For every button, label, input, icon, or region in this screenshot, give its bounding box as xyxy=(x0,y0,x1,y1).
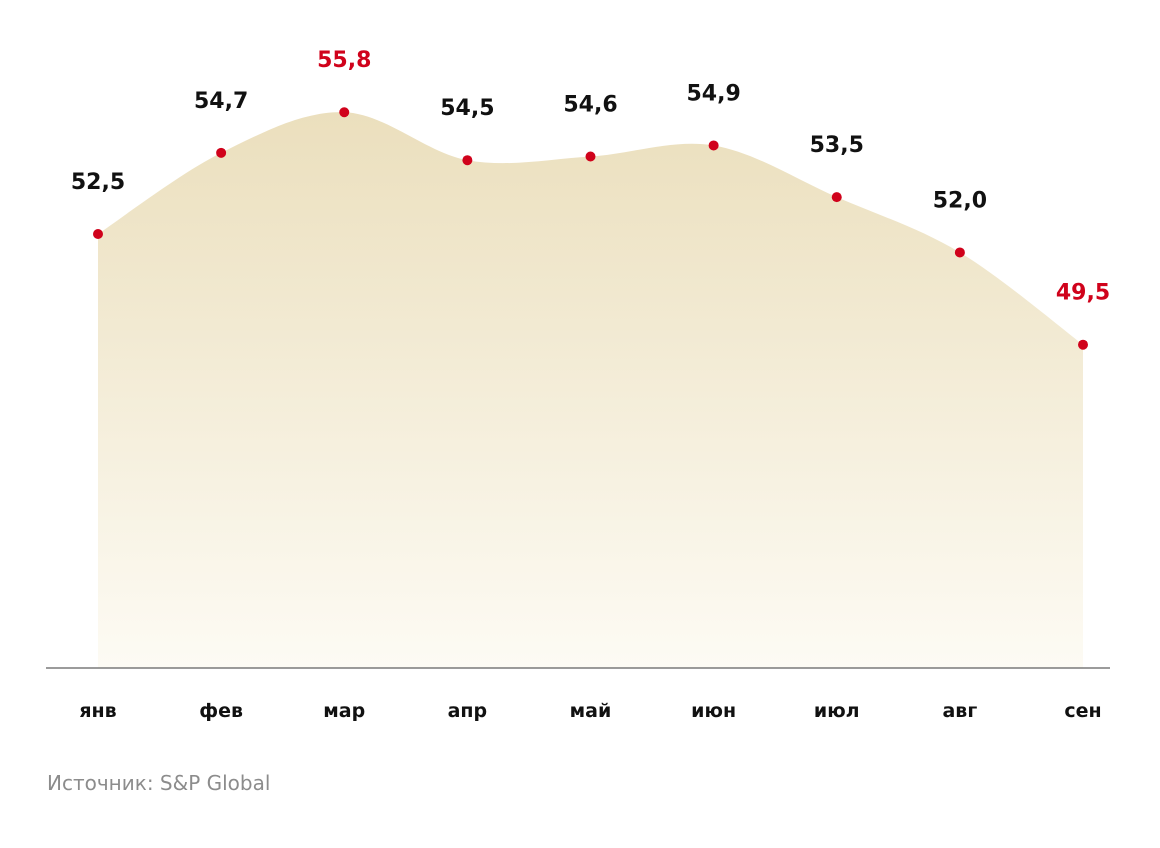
value-label-мар: 55,8 xyxy=(317,48,371,73)
data-point-янв xyxy=(93,229,103,239)
data-point-фев xyxy=(216,147,227,158)
data-point-июл xyxy=(831,192,842,203)
x-tick-label-июл: июл xyxy=(814,700,860,722)
data-point-мар xyxy=(339,107,350,118)
value-label-янв: 52,5 xyxy=(71,170,125,195)
value-label-июн: 54,9 xyxy=(686,81,740,106)
value-label-апр: 54,5 xyxy=(440,96,494,121)
data-point-авг xyxy=(954,247,965,258)
value-label-сен: 49,5 xyxy=(1056,281,1110,306)
area-fill xyxy=(98,112,1083,668)
x-tick-label-янв: янв xyxy=(79,700,116,722)
data-point-май xyxy=(585,151,596,162)
x-tick-label-июн: июн xyxy=(691,700,736,722)
data-point-сен xyxy=(1078,339,1088,350)
x-tick-label-апр: апр xyxy=(448,700,488,722)
x-tick-label-авг: авг xyxy=(942,700,977,722)
value-label-авг: 52,0 xyxy=(933,188,987,213)
value-label-май: 54,6 xyxy=(563,93,617,118)
value-label-июл: 53,5 xyxy=(810,133,864,158)
data-point-июн xyxy=(708,140,719,151)
data-point-апр xyxy=(462,155,473,166)
value-label-фев: 54,7 xyxy=(194,89,248,114)
x-tick-label-май: май xyxy=(570,700,612,722)
x-tick-label-фев: фев xyxy=(199,700,243,722)
x-tick-label-мар: мар xyxy=(323,700,365,722)
x-tick-label-сен: сен xyxy=(1064,700,1101,722)
source-note: Источник: S&P Global xyxy=(47,771,271,795)
